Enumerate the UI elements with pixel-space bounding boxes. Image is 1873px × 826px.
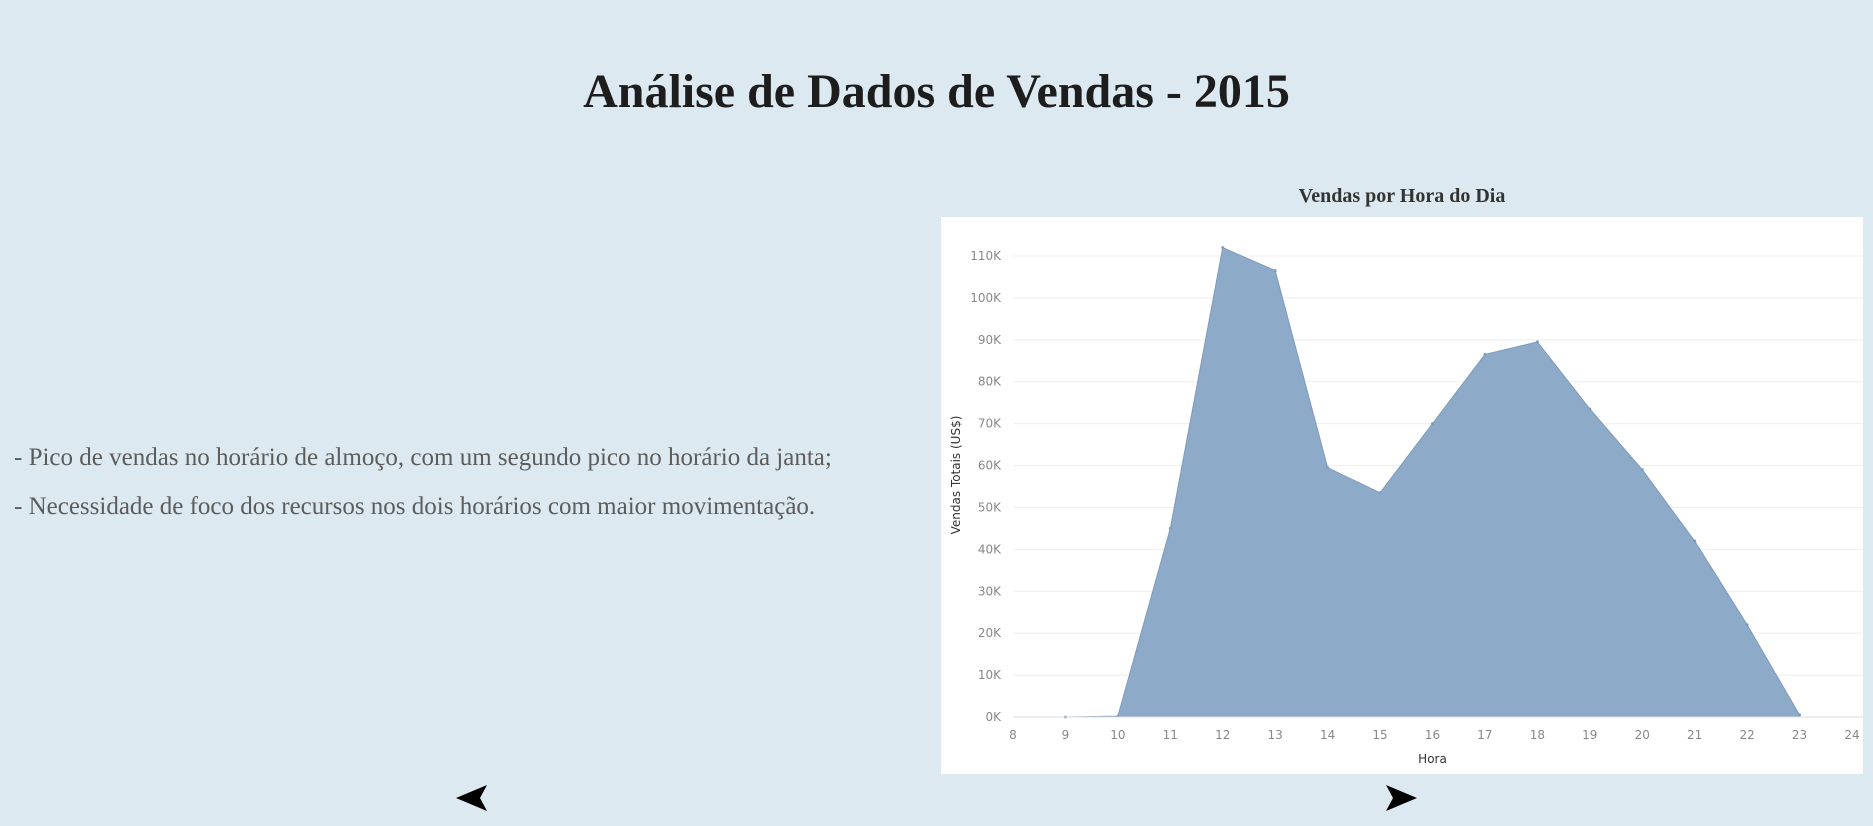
triangle-left-icon: [456, 784, 488, 812]
x-tick-label: 16: [1425, 728, 1440, 742]
y-tick-label: 110K: [970, 249, 1002, 263]
x-axis-label: Hora: [1418, 752, 1447, 766]
page-title: Análise de Dados de Vendas - 2015: [583, 65, 1290, 118]
area-chart: 0K 10K 20K 30K 40K 50K 60K 70K 80K 90K 100K 110K 8 9 1…: [949, 246, 1863, 766]
y-tick-label: 70K: [978, 417, 1002, 431]
x-tick-label: 12: [1215, 728, 1230, 742]
chart-panel: 0K 10K 20K 30K 40K 50K 60K 70K 80K 90K 100K 110K 8 9 1…: [941, 217, 1863, 774]
triangle-right-icon: [1385, 784, 1417, 812]
insight-item: - Necessidade de foco dos recursos nos d…: [14, 493, 816, 520]
chart-title: Vendas por Hora do Dia: [1298, 185, 1506, 207]
data-point: [1431, 422, 1434, 426]
y-tick-label: 60K: [978, 459, 1002, 473]
x-tick-label: 9: [1062, 728, 1070, 742]
y-tick-label: 30K: [978, 584, 1002, 598]
data-point: [1273, 269, 1277, 273]
x-tick-label: 17: [1477, 728, 1492, 742]
prev-page-button[interactable]: [456, 784, 488, 812]
data-point: [1588, 407, 1592, 411]
insight-item: - Pico de vendas no horário de almoço, c…: [14, 444, 832, 471]
x-tick-label: 23: [1792, 728, 1807, 742]
y-tick-label: 80K: [978, 375, 1002, 389]
data-point: [1326, 466, 1330, 470]
x-tick-label: 14: [1320, 728, 1335, 742]
x-tick-label: 21: [1687, 728, 1702, 742]
data-point: [1798, 713, 1802, 717]
y-tick-label: 50K: [978, 500, 1002, 514]
x-tick-label: 22: [1739, 728, 1754, 742]
x-tick-label: 19: [1582, 728, 1597, 742]
y-tick-label: 20K: [978, 626, 1002, 640]
y-tick-label: 10K: [978, 668, 1002, 682]
x-tick-label: 13: [1268, 728, 1283, 742]
x-tick-label: 10: [1110, 728, 1125, 742]
next-page-button[interactable]: [1385, 784, 1417, 812]
x-tick-label: 24: [1844, 728, 1859, 742]
y-tick-label: 90K: [978, 333, 1002, 347]
x-tick-label: 11: [1163, 728, 1178, 742]
data-point: [1483, 352, 1487, 356]
data-point: [1745, 623, 1749, 627]
y-tick-label: 40K: [978, 542, 1002, 556]
x-tick-label: 20: [1635, 728, 1650, 742]
data-point: [1535, 340, 1539, 344]
data-point: [1378, 491, 1382, 495]
sales-area: [1065, 246, 1801, 718]
y-tick-label: 0K: [985, 710, 1002, 724]
data-point: [1168, 526, 1172, 530]
y-tick-label: 100K: [970, 291, 1002, 305]
data-point: [1221, 246, 1225, 250]
data-point: [1640, 468, 1644, 472]
x-tick-label: 18: [1530, 728, 1545, 742]
x-tick-label: 15: [1372, 728, 1387, 742]
insights-list: - Pico de vendas no horário de almoço, c…: [14, 433, 832, 531]
data-point: [1693, 539, 1697, 543]
y-axis-label: Vendas Totais (US$): [949, 416, 963, 535]
x-tick-label: 8: [1009, 728, 1017, 742]
